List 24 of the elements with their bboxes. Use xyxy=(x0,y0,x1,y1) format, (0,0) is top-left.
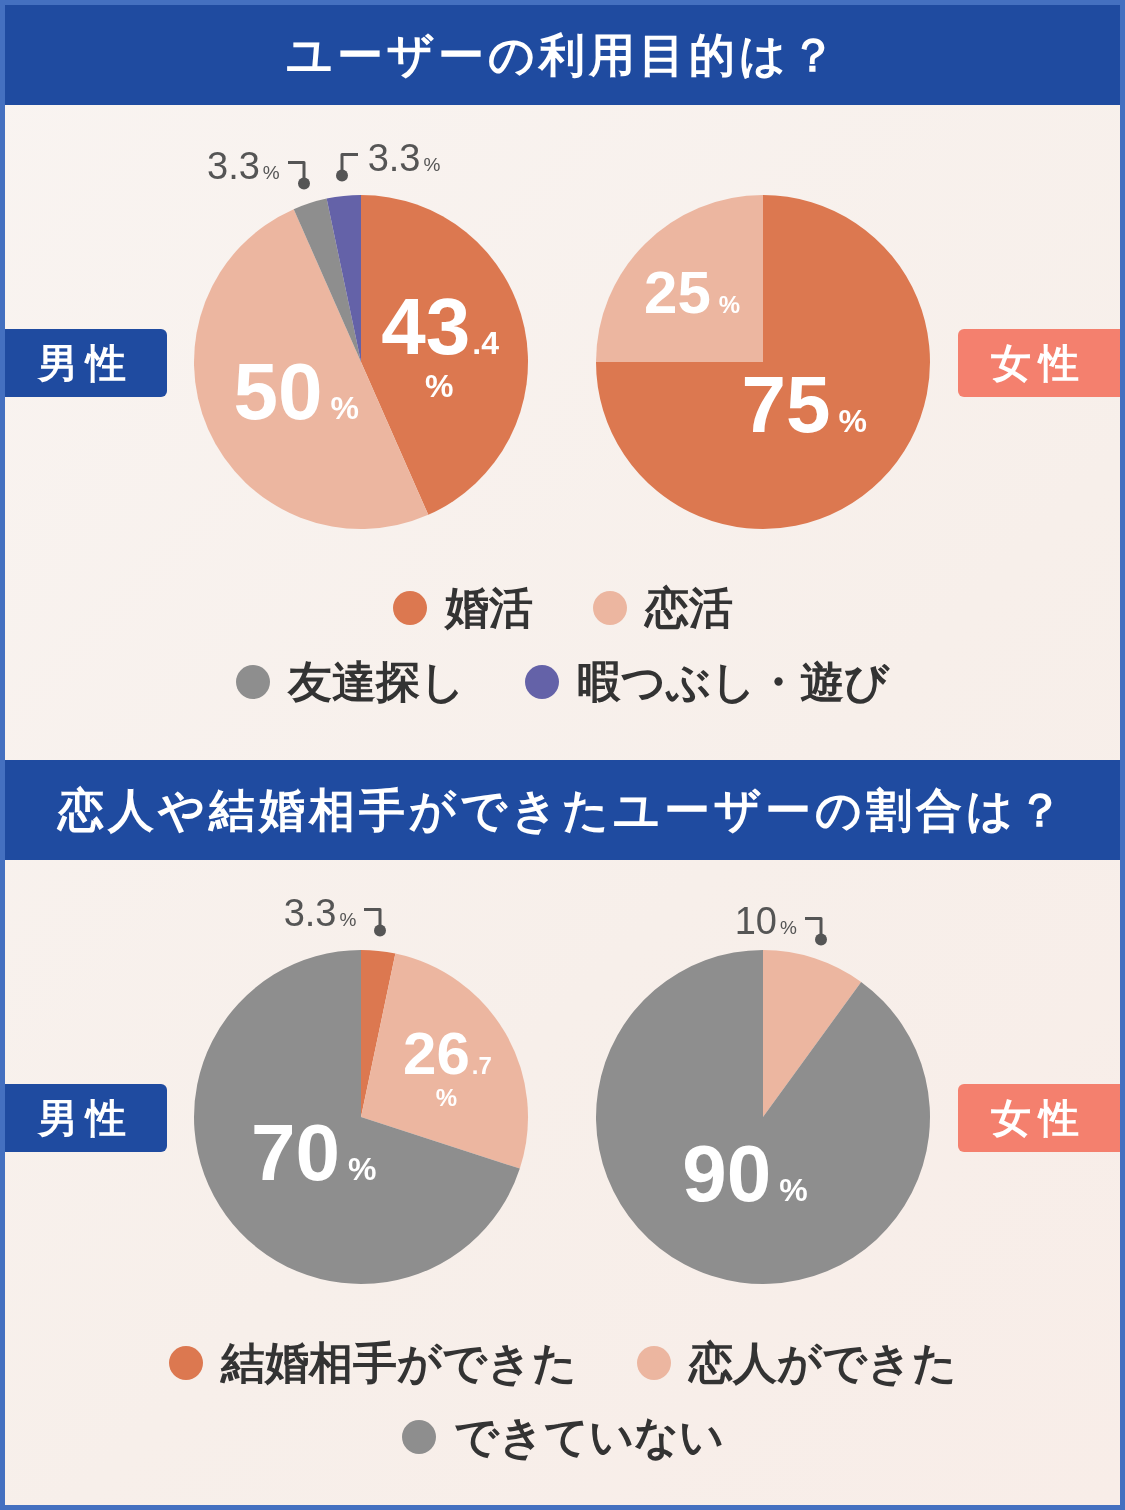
data-label: 3.3% xyxy=(283,891,357,934)
data-label: 75% xyxy=(741,360,868,450)
data-label: 3.3% xyxy=(207,144,280,187)
data-label: 10% xyxy=(734,900,797,943)
slice-label: 女性 xyxy=(958,1084,1120,1152)
slice-label: 女性 xyxy=(958,329,1120,397)
slice-label: 男性 xyxy=(5,1084,167,1152)
legend-label: 婚活 xyxy=(444,581,533,635)
chart-title: ユーザーの利用目的は？ xyxy=(5,5,1120,105)
data-label: 90% xyxy=(682,1129,808,1219)
legend-label: 暇つぶし・遊び xyxy=(577,655,889,709)
legend-label: 恋人ができた xyxy=(688,1336,957,1390)
chart-title: 恋人や結婚相手ができたユーザーの割合は？ xyxy=(5,760,1120,860)
data-label: 43.4% xyxy=(381,281,500,404)
legend-label: できていない xyxy=(453,1410,724,1464)
legend-label: 恋活 xyxy=(644,581,733,635)
data-label: 25% xyxy=(644,258,741,326)
data-label: 3.3% xyxy=(367,136,441,179)
data-label: 50% xyxy=(233,347,359,437)
slice-label: 男性 xyxy=(5,329,167,397)
data-label: 26.7% xyxy=(403,1019,492,1111)
legend-label: 結婚相手ができた xyxy=(220,1336,577,1390)
legend-label: 友達探し xyxy=(288,655,465,709)
data-label: 70% xyxy=(250,1108,377,1198)
